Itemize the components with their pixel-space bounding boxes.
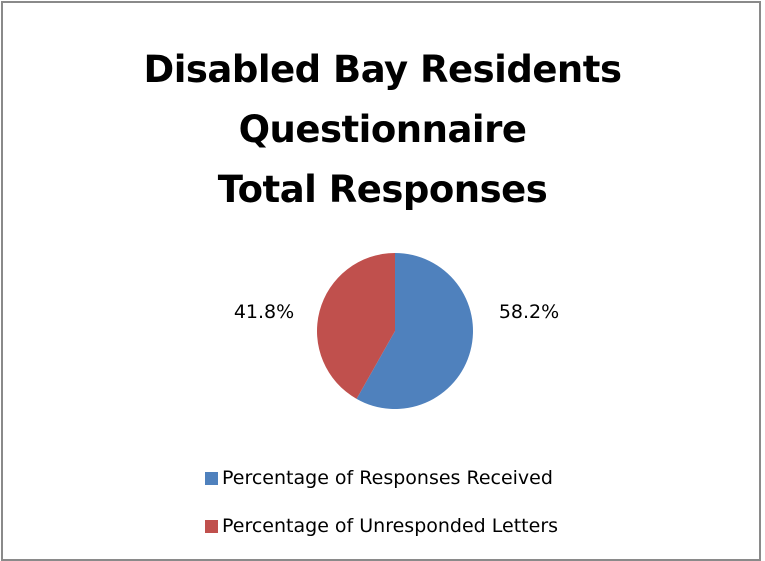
pie-slice-unresponded-letters	[317, 253, 395, 399]
pie-slices	[317, 253, 474, 409]
slice-label-responses-received: 58.2%	[499, 301, 559, 323]
legend-swatch-responses-received	[205, 471, 218, 485]
legend-label-unresponded-letters: Percentage of Unresponded Letters	[222, 515, 559, 537]
legend-item-unresponded-letters: Percentage of Unresponded Letters	[205, 512, 558, 540]
chart-title-line-3: Total Responses	[217, 168, 548, 211]
chart-title-line-1: Disabled Bay Residents	[143, 48, 622, 91]
pie-slice-responses-received	[356, 253, 474, 409]
chart-title: Disabled Bay Residents Questionnaire Tot…	[0, 40, 765, 220]
chart-title-line-2: Questionnaire	[238, 108, 527, 151]
slice-label-unresponded-letters: 41.8%	[234, 301, 294, 323]
legend-swatch-unresponded-letters	[205, 519, 218, 533]
legend-item-responses-received: Percentage of Responses Received	[205, 464, 558, 492]
chart-legend: Percentage of Responses Received Percent…	[205, 464, 558, 560]
legend-label-responses-received: Percentage of Responses Received	[222, 467, 553, 489]
